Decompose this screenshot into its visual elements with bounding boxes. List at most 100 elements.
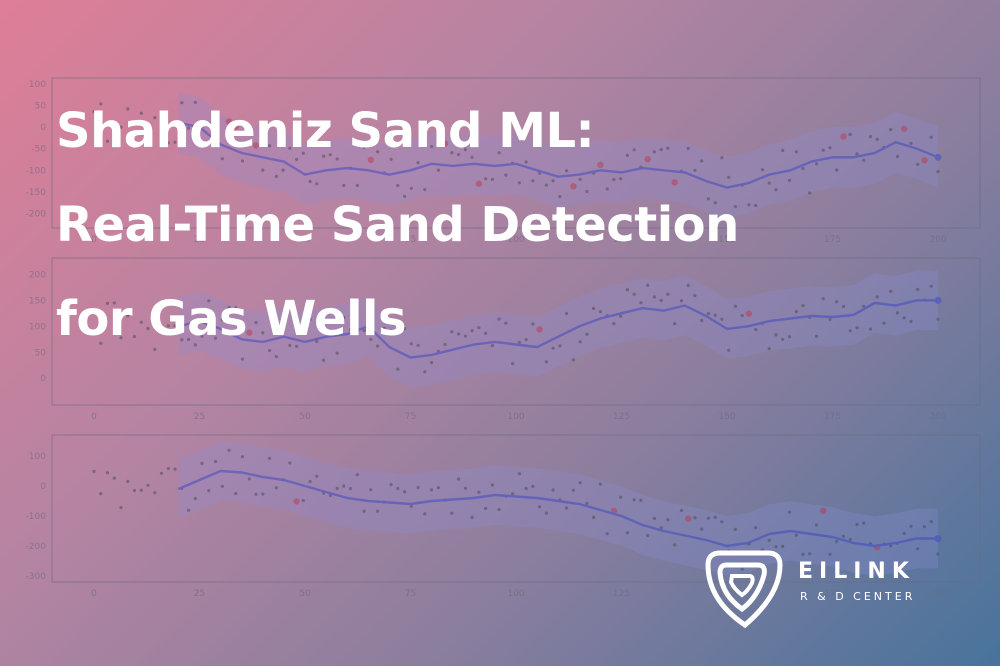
- data-point: [916, 287, 920, 291]
- anomaly-point: [367, 156, 374, 164]
- data-point: [740, 567, 744, 571]
- data-point: [274, 174, 278, 178]
- data-point: [936, 552, 940, 556]
- data-point: [477, 326, 481, 330]
- data-point: [929, 520, 933, 524]
- x-tick-label: 175: [824, 235, 841, 245]
- data-point: [240, 159, 245, 163]
- y-tick-label: 200: [29, 270, 46, 280]
- data-point: [335, 486, 339, 490]
- x-tick-label: 0: [91, 235, 97, 245]
- y-tick-label: -100: [26, 166, 47, 176]
- data-point: [524, 338, 528, 342]
- data-point: [625, 531, 630, 535]
- data-point: [686, 283, 690, 287]
- data-point: [112, 133, 116, 137]
- anomaly-point: [820, 507, 827, 514]
- x-tick-label: 150: [718, 412, 735, 422]
- data-point: [281, 324, 285, 328]
- data-point: [828, 317, 832, 321]
- data-point: [727, 348, 731, 352]
- data-point: [403, 327, 407, 331]
- data-point: [369, 337, 373, 341]
- data-point: [895, 154, 900, 159]
- anomaly-point: [840, 133, 847, 140]
- data-point: [132, 488, 137, 493]
- data-point: [585, 501, 589, 505]
- data-point: [605, 187, 609, 191]
- data-point: [497, 151, 501, 155]
- data-point: [423, 370, 427, 374]
- x-tick-label: 100: [507, 235, 524, 245]
- data-point: [153, 116, 157, 120]
- data-point: [328, 329, 332, 333]
- data-point: [875, 137, 879, 141]
- data-point: [848, 537, 852, 542]
- data-point: [112, 301, 116, 305]
- data-point: [821, 148, 825, 152]
- data-point: [929, 135, 933, 139]
- title-line-1: Shahdeniz Sand ML:: [56, 103, 595, 159]
- data-point: [794, 310, 798, 314]
- data-point: [430, 488, 434, 492]
- data-point: [578, 340, 582, 344]
- data-point: [558, 195, 562, 199]
- data-point: [936, 317, 940, 321]
- data-point: [889, 289, 893, 293]
- data-point: [801, 166, 805, 171]
- data-point: [612, 177, 616, 182]
- data-point: [808, 191, 812, 195]
- data-point: [132, 140, 137, 144]
- data-point: [754, 526, 758, 530]
- x-tick-label: 75: [405, 412, 416, 422]
- data-point: [679, 299, 684, 303]
- y-tick-label: -300: [26, 572, 47, 582]
- data-point: [666, 292, 670, 296]
- data-point: [288, 146, 292, 150]
- data-point: [463, 486, 467, 490]
- data-point: [774, 333, 778, 337]
- data-point: [132, 334, 137, 339]
- data-point: [619, 314, 623, 318]
- x-tick-label: 200: [929, 412, 946, 422]
- data-point: [700, 318, 704, 323]
- data-point: [450, 511, 454, 515]
- data-point: [733, 304, 738, 308]
- data-point: [625, 153, 630, 157]
- data-point: [99, 492, 103, 496]
- y-tick-label: 0: [40, 374, 46, 384]
- y-tick-label: 50: [35, 102, 47, 112]
- data-point: [382, 326, 386, 330]
- anomaly-point: [441, 140, 449, 147]
- data-point: [727, 175, 731, 179]
- y-tick-label: 100: [29, 322, 46, 332]
- data-point: [193, 100, 197, 104]
- data-point: [490, 483, 494, 487]
- x-tick-label: 75: [405, 235, 416, 245]
- data-point: [396, 486, 400, 491]
- data-point: [497, 317, 501, 321]
- data-point: [389, 157, 393, 161]
- data-point: [544, 360, 549, 364]
- data-point: [619, 177, 623, 181]
- brand-logo: EILINK R & D CENTER: [700, 545, 940, 635]
- data-point: [909, 141, 913, 145]
- data-point: [240, 357, 245, 361]
- data-point: [774, 188, 778, 192]
- data-point: [470, 515, 474, 520]
- data-point: [868, 135, 873, 139]
- data-point: [139, 488, 143, 492]
- data-point: [693, 516, 697, 520]
- data-point: [592, 515, 596, 520]
- data-point: [430, 361, 434, 365]
- data-point: [153, 347, 157, 351]
- data-point: [470, 155, 474, 159]
- anomaly-point: [671, 179, 678, 186]
- data-point: [362, 328, 366, 333]
- data-point: [355, 473, 359, 477]
- trend-endpoint: [934, 535, 942, 542]
- data-point: [693, 168, 697, 172]
- data-point: [322, 358, 326, 362]
- data-point: [733, 527, 738, 532]
